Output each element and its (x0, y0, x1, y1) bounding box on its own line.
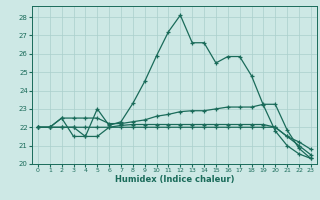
X-axis label: Humidex (Indice chaleur): Humidex (Indice chaleur) (115, 175, 234, 184)
